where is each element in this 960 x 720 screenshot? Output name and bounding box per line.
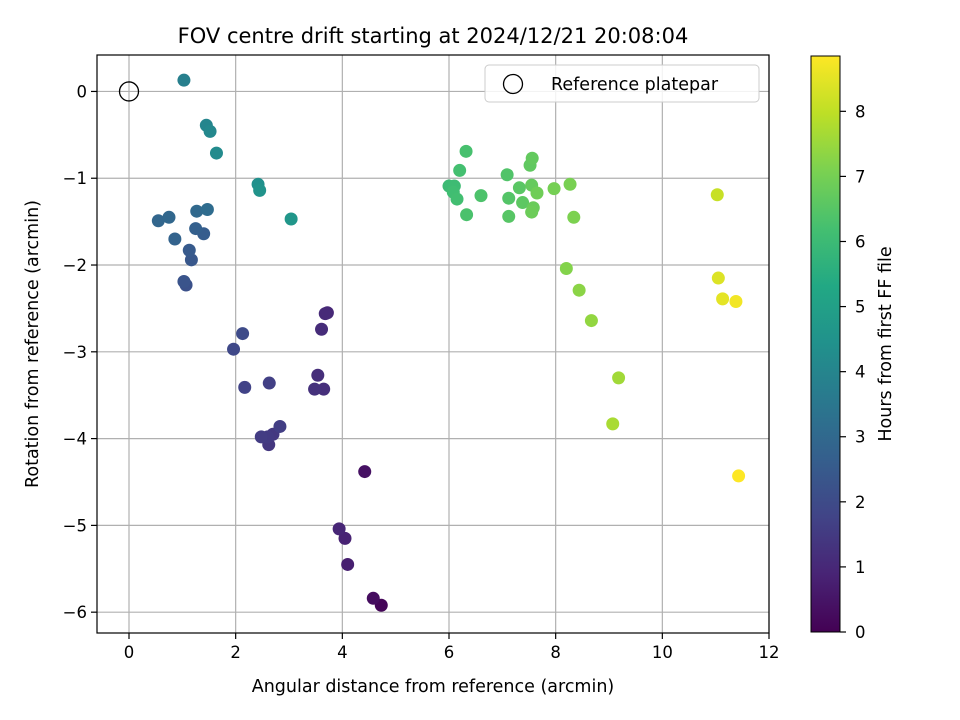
colorbar-tick-label: 0 <box>855 623 866 642</box>
colorbar-tick-label: 1 <box>855 558 866 577</box>
data-point <box>236 327 250 341</box>
data-point <box>547 182 561 196</box>
data-point <box>254 430 268 444</box>
data-point <box>460 208 474 222</box>
colorbar-tick-label: 7 <box>855 167 866 186</box>
data-point <box>182 243 196 257</box>
data-point <box>317 382 331 396</box>
data-point <box>711 271 725 285</box>
data-point <box>612 371 626 385</box>
data-point <box>584 314 598 328</box>
data-point <box>168 232 182 246</box>
x-tick-label: 8 <box>550 643 561 662</box>
data-point <box>572 283 586 297</box>
x-tick-label: 6 <box>444 643 455 662</box>
x-tick-label: 10 <box>652 643 673 662</box>
colorbar-tick-label: 8 <box>855 102 866 121</box>
data-point <box>338 531 352 545</box>
colorbar-gradient <box>810 55 841 633</box>
data-point <box>308 382 322 396</box>
data-point <box>238 380 252 394</box>
y-tick-label: −5 <box>63 516 87 535</box>
data-point <box>710 188 724 202</box>
data-point <box>732 469 746 483</box>
points-layer <box>118 73 746 612</box>
data-point <box>311 368 325 382</box>
colorbar-tick-label: 5 <box>855 298 866 317</box>
x-tick-label: 4 <box>337 643 348 662</box>
data-point <box>162 210 176 224</box>
data-point <box>567 210 581 224</box>
y-tick-label: −1 <box>63 169 87 188</box>
data-point <box>177 275 191 289</box>
data-point <box>729 294 743 308</box>
y-tick-label: −4 <box>63 430 87 449</box>
data-point <box>190 204 204 218</box>
data-point <box>273 419 287 433</box>
colorbar-label: Hours from first FF file <box>876 246 896 441</box>
reference-platepar-marker <box>118 81 140 102</box>
legend: Reference platepar <box>484 64 760 103</box>
data-point <box>209 146 223 160</box>
data-point <box>459 144 473 158</box>
data-point <box>512 181 526 195</box>
data-point <box>502 191 516 205</box>
colorbar-tick-label: 6 <box>855 232 866 251</box>
data-point <box>525 151 539 165</box>
x-tick-label: 2 <box>230 643 241 662</box>
x-axis: 0 2 4 6 8 10 12 <box>124 633 780 662</box>
legend-box <box>484 64 760 103</box>
colorbar-tick-label: 3 <box>855 428 866 447</box>
colorbar-tick-label: 4 <box>855 363 866 382</box>
data-point <box>502 209 516 223</box>
legend-label: Reference platepar <box>551 75 719 95</box>
data-point <box>151 214 165 228</box>
data-point <box>203 124 217 138</box>
data-point <box>284 212 298 226</box>
data-point <box>453 163 467 177</box>
data-point <box>530 186 544 200</box>
data-point <box>366 591 380 605</box>
x-tick-label: 0 <box>124 643 135 662</box>
data-point <box>177 73 191 87</box>
data-point <box>341 557 355 571</box>
data-point <box>606 417 620 431</box>
data-point <box>358 465 372 479</box>
y-tick-label: 0 <box>77 82 88 101</box>
data-point <box>716 292 730 306</box>
data-point <box>450 192 464 206</box>
data-point <box>189 222 203 236</box>
data-point <box>474 189 488 203</box>
data-point <box>559 261 573 275</box>
grid-layer <box>97 55 770 633</box>
x-axis-title: Angular distance from reference (arcmin) <box>252 677 615 697</box>
data-point <box>227 342 241 356</box>
data-point <box>200 202 214 216</box>
legend-marker <box>502 73 524 95</box>
data-point <box>262 376 276 390</box>
data-point <box>500 168 514 182</box>
colorbar-ticks: 0 1 2 3 4 5 6 7 8 <box>840 102 866 642</box>
colorbar-tick-label: 2 <box>855 493 866 512</box>
y-axis: 0 −1 −2 −3 −4 −5 −6 <box>63 82 97 622</box>
chart-title: FOV centre drift starting at 2024/12/21 … <box>178 24 689 48</box>
y-tick-label: −3 <box>63 343 87 362</box>
y-axis-title: Rotation from reference (arcmin) <box>23 200 43 488</box>
data-point <box>253 183 267 197</box>
colorbar: 0 1 2 3 4 5 6 7 8 Hours from first FF file <box>810 55 896 642</box>
data-point <box>525 205 539 219</box>
x-tick-label: 12 <box>759 643 780 662</box>
data-point <box>318 307 332 321</box>
data-point <box>516 196 530 210</box>
data-point <box>332 522 346 536</box>
data-point <box>563 177 577 191</box>
y-tick-label: −6 <box>63 603 87 622</box>
y-tick-label: −2 <box>63 256 87 275</box>
plot-area-frame <box>96 54 770 634</box>
data-point <box>315 322 329 336</box>
